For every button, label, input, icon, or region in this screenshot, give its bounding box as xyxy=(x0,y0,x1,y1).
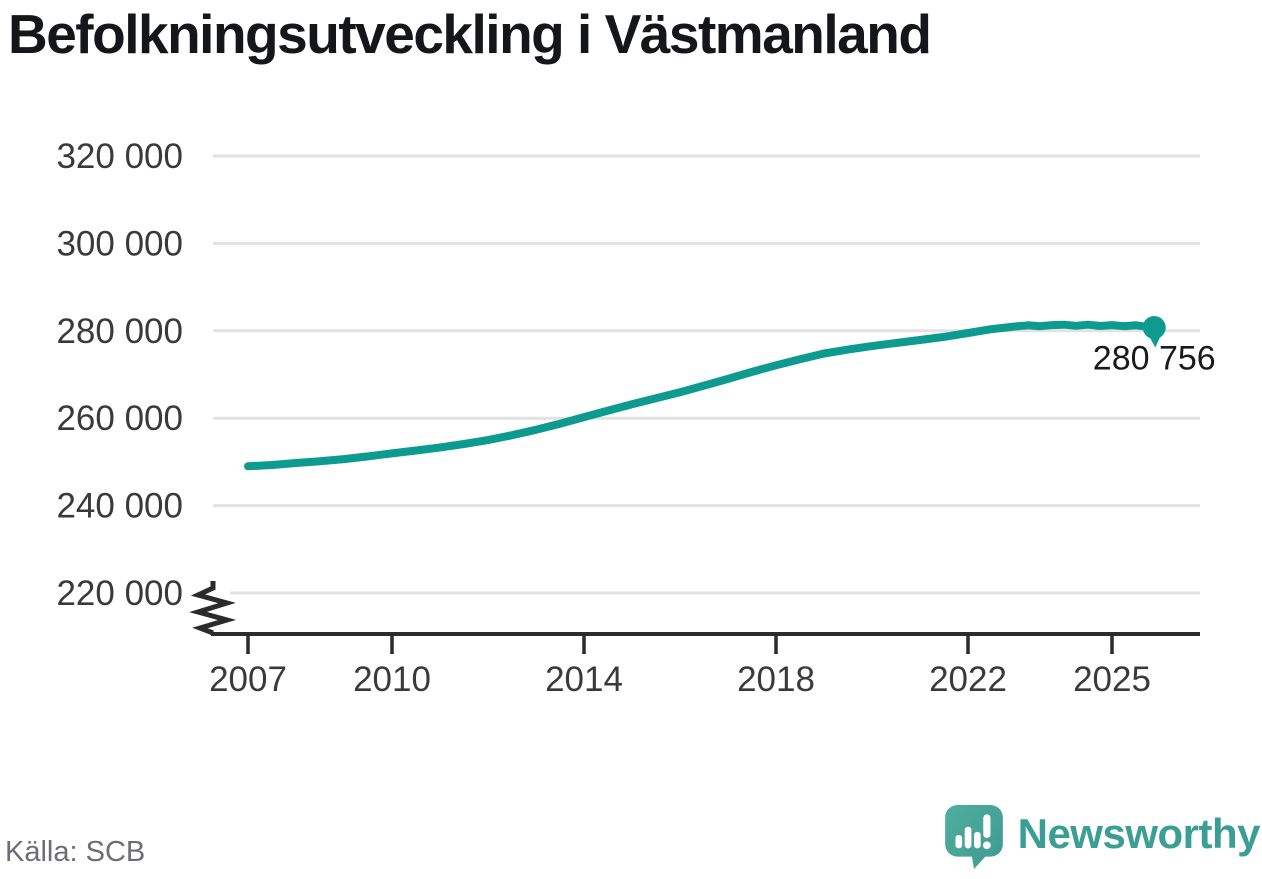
latest-point-marker xyxy=(1142,315,1166,339)
population-line xyxy=(244,320,1159,471)
logo-bar-3 xyxy=(973,831,981,849)
logo-exclamation-dot xyxy=(982,841,991,850)
logo-bar-1 xyxy=(955,834,962,849)
y-tick-label: 260 000 xyxy=(56,399,183,438)
y-tick-label: 300 000 xyxy=(56,224,183,263)
x-tick-label: 2018 xyxy=(737,660,815,699)
latest-value-label: 280 756 xyxy=(1093,339,1216,377)
y-tick-label: 240 000 xyxy=(56,487,183,526)
y-tick-label: 320 000 xyxy=(56,137,183,176)
newsworthy-logo: Newsworthy xyxy=(943,803,1261,871)
x-tick-label: 2022 xyxy=(929,660,1007,699)
logo-exclamation-bar xyxy=(982,814,991,839)
source-caption: Källa: SCB xyxy=(5,836,146,868)
x-tick-label: 2025 xyxy=(1073,660,1151,699)
newsworthy-logo-text: Newsworthy xyxy=(1017,810,1261,857)
newsworthy-logo-icon xyxy=(944,805,1003,869)
y-tick-label: 280 000 xyxy=(56,312,183,351)
axis-break-icon xyxy=(189,581,237,636)
y-tick-label: 220 000 xyxy=(56,574,183,613)
logo-bar-2 xyxy=(964,826,972,849)
x-tick-label: 2007 xyxy=(209,660,287,699)
x-tick-label: 2010 xyxy=(353,660,431,699)
x-tick-label: 2014 xyxy=(545,660,623,699)
chart-title: Befolkningsutveckling i Västmanland xyxy=(8,3,932,65)
